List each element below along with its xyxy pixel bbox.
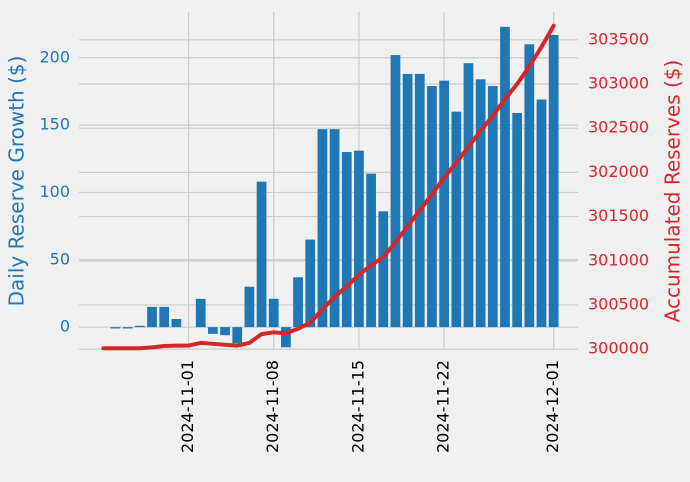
bar — [463, 63, 474, 328]
bar — [293, 277, 303, 328]
bar — [414, 73, 425, 328]
y2-tick-label: 300500 — [588, 294, 649, 313]
y-tick-label: 200 — [39, 47, 70, 66]
bar — [402, 73, 413, 328]
bar — [110, 327, 121, 329]
y2-tick-label: 302500 — [588, 118, 649, 137]
y-tick-label: 50 — [50, 249, 70, 268]
labels-layer: 0 50 100 150 200 300000 300500 301000 301500 3020… — [5, 29, 685, 453]
bar — [171, 319, 182, 328]
bar — [500, 26, 510, 328]
y-axis-label: Daily Reserve Growth ($) — [5, 56, 29, 307]
bar — [281, 327, 291, 348]
bar — [195, 298, 206, 328]
bar — [208, 327, 218, 334]
bar — [268, 298, 279, 328]
bar — [317, 129, 328, 328]
y-tick-label: 100 — [39, 182, 70, 201]
bar — [451, 111, 462, 328]
y2-tick-label: 301000 — [588, 250, 649, 269]
bar — [220, 327, 230, 336]
bar — [548, 34, 559, 328]
bar — [378, 211, 389, 328]
y2-tick-label: 301500 — [588, 206, 649, 225]
y2-tick-label: 300000 — [588, 339, 649, 358]
bar — [366, 173, 376, 328]
bar — [147, 306, 157, 328]
bar — [232, 327, 243, 344]
bar — [256, 181, 267, 328]
bar — [427, 86, 437, 328]
bar — [341, 152, 352, 328]
bar — [390, 55, 401, 328]
bar — [244, 286, 255, 328]
y2-tick-label: 303500 — [588, 29, 649, 48]
line — [101, 23, 556, 351]
bar — [122, 327, 133, 329]
bar — [524, 44, 535, 328]
x-tick-label: 2024-11-22 — [434, 360, 453, 453]
bar — [439, 80, 449, 328]
bar — [159, 306, 170, 328]
y2-tick-label: 302000 — [588, 162, 649, 181]
bar — [475, 79, 486, 328]
x-tick-label: 2024-11-01 — [178, 360, 197, 453]
bar — [487, 86, 498, 328]
marks-layer — [101, 23, 559, 351]
y2-tick-label: 303000 — [588, 74, 649, 93]
bar — [354, 150, 364, 328]
x-tick-label: 2024-11-15 — [348, 360, 367, 453]
y2-axis-label: Accumulated Reserves ($) — [661, 60, 685, 323]
bar — [305, 239, 316, 328]
y-tick-label: 0 — [60, 317, 70, 336]
x-tick-label: 2024-12-01 — [543, 360, 562, 453]
bar — [536, 99, 547, 328]
bar — [512, 112, 523, 328]
x-tick-label: 2024-11-08 — [263, 360, 282, 453]
bar — [329, 129, 340, 328]
bar — [134, 325, 145, 328]
y-tick-label: 150 — [39, 115, 70, 134]
